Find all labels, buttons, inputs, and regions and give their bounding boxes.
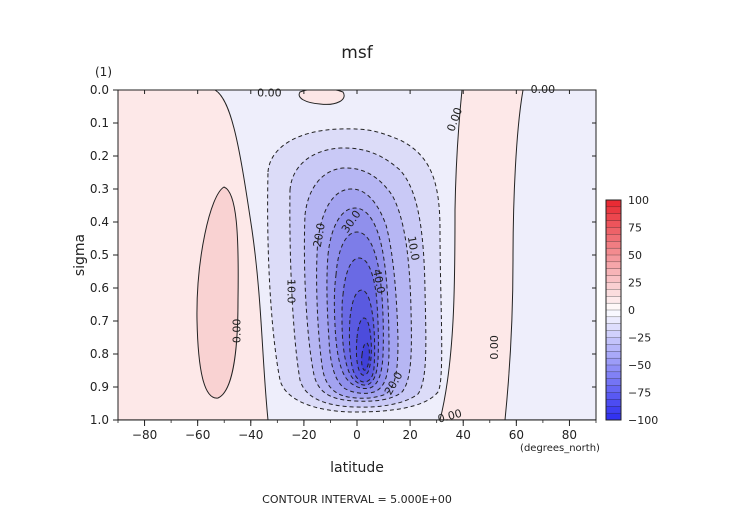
y-tick-label: 0.1	[90, 116, 109, 130]
y-tick-label: 0.9	[90, 380, 109, 394]
colorbar: 100 75 50 25 0 −25 −50 −75 −100	[605, 194, 658, 427]
colorbar-cell	[605, 199, 622, 208]
x-tick-label: −80	[132, 428, 157, 442]
colorbar-cell	[605, 206, 622, 215]
contour-label: 0.00	[488, 335, 501, 360]
contour-label: 20.0	[311, 222, 328, 248]
colorbar-cell	[605, 234, 622, 242]
x-tick-label: 20	[402, 428, 417, 442]
colorbar-label: −25	[628, 332, 651, 345]
colorbar-label: 50	[628, 249, 642, 262]
contour-label: 10.0	[285, 279, 298, 304]
colorbar-cell	[605, 406, 622, 414]
plot-area	[118, 90, 596, 420]
colorbar-cell	[605, 309, 622, 318]
colorbar-cell	[605, 241, 622, 249]
colorbar-cell	[605, 220, 622, 228]
colorbar-cell	[605, 296, 622, 304]
colorbar-label: 25	[628, 277, 642, 290]
colorbar-cell	[605, 268, 622, 277]
colorbar-cell	[605, 399, 622, 407]
y-tick-label: 0.0	[90, 83, 109, 97]
contour-label: 0.00	[436, 407, 463, 426]
colorbar-cell	[605, 227, 622, 235]
x-tick-label: −60	[185, 428, 210, 442]
near-zero-blob-top	[298, 90, 345, 105]
x-tick-label: 60	[509, 428, 524, 442]
y-tick-label: 0.8	[90, 347, 109, 361]
colorbar-cell	[605, 344, 622, 352]
x-axis-label: latitude	[330, 460, 384, 476]
colorbar-cell	[605, 357, 622, 366]
y-axis-label: sigma	[72, 234, 88, 276]
y-axis-units: (1)	[95, 65, 112, 79]
y-tick-label: 0.6	[90, 281, 109, 295]
y-tick-label: 1.0	[90, 413, 109, 427]
x-tick-label: 80	[562, 428, 577, 442]
colorbar-cell	[605, 351, 622, 359]
colorbar-cell	[605, 275, 622, 283]
colorbar-cell	[605, 289, 622, 297]
contour-interval-label: CONTOUR INTERVAL = 5.000E+00	[262, 493, 452, 506]
colorbar-label: −100	[628, 414, 658, 427]
colorbar-cell	[605, 385, 622, 393]
colorbar-cell	[605, 302, 622, 311]
colorbar-cell	[605, 371, 622, 380]
colorbar-cell	[605, 412, 622, 421]
colorbar-cell	[605, 282, 622, 290]
colorbar-label: −75	[628, 387, 651, 400]
colorbar-label: 100	[628, 194, 649, 207]
y-tick-label: 0.4	[90, 215, 109, 229]
colorbar-cell	[605, 254, 622, 263]
colorbar-cell	[605, 337, 622, 345]
x-axis-units: (degrees_north)	[520, 443, 600, 454]
colorbar-cell	[605, 364, 622, 373]
x-tick-label: 40	[456, 428, 471, 442]
colorbar-label: −50	[628, 359, 651, 372]
colorbar-cell	[605, 213, 622, 222]
colorbar-frame	[605, 199, 622, 421]
colorbar-cell	[605, 247, 622, 256]
colorbar-cell	[605, 330, 622, 338]
x-tick-label: 0	[353, 428, 361, 442]
colorbar-label: 75	[628, 222, 642, 235]
colorbar-cell	[605, 378, 622, 387]
contour-neg-50	[361, 342, 370, 371]
contour-label: 0.00	[257, 86, 282, 99]
contour-label: 40.0	[370, 268, 387, 294]
y-tick-label: 0.5	[90, 248, 109, 262]
y-tick-label: 0.7	[90, 314, 109, 328]
contour-label: 0.00	[231, 319, 244, 344]
colorbar-cell	[605, 316, 622, 325]
colorbar-label: 0	[628, 304, 635, 317]
colorbar-cell	[605, 392, 622, 400]
chart-title: msf	[341, 43, 373, 63]
x-axis: −80 −60 −40 −20 0 20 40 60 80	[117, 90, 597, 442]
y-tick-label: 0.3	[90, 182, 109, 196]
colorbar-cell	[605, 261, 622, 270]
colorbar-cell	[605, 323, 622, 332]
x-tick-label: −40	[238, 428, 263, 442]
positive-region-south-core	[196, 186, 239, 399]
y-axis: 0.0 0.1 0.2 0.3 0.4 0.5 0.6 0.7 0.8 0.9 1.0	[90, 83, 596, 427]
y-tick-label: 0.2	[90, 149, 109, 163]
contour-label: 10.0	[405, 235, 422, 261]
x-tick-label: −20	[291, 428, 316, 442]
